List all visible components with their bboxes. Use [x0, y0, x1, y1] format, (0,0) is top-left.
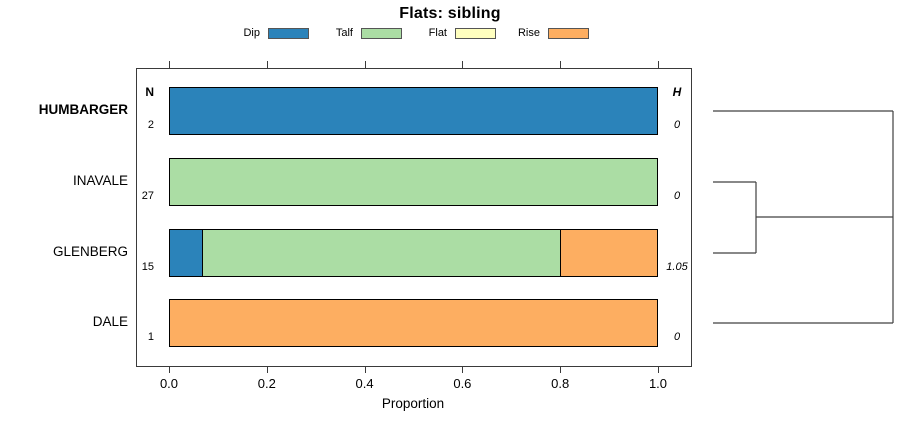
bar-segment-dip [170, 88, 657, 134]
x-tick-bottom [364, 366, 366, 373]
bar-segment-talf [202, 230, 560, 276]
h-value: 0 [673, 331, 681, 343]
x-tick-label: 0.2 [257, 376, 276, 391]
legend-label: Talf [335, 27, 353, 39]
x-tick-top [658, 61, 659, 68]
category-label-dale: DALE [92, 314, 128, 329]
bar-humbarger [169, 87, 658, 135]
n-value: 2 [147, 119, 154, 131]
bar-segment-rise [170, 300, 657, 346]
x-axis-title: Proportion [381, 396, 445, 411]
bar-glenberg [169, 229, 658, 277]
bar-inavale [169, 158, 658, 206]
n-value: 15 [141, 261, 154, 273]
bar-segment-rise [559, 230, 657, 276]
x-tick-bottom [560, 366, 562, 373]
h-column-header: H [672, 85, 682, 99]
category-label-inavale: INAVALE [72, 173, 128, 188]
legend-swatch-talf-icon [361, 27, 402, 39]
legend-item-flat: Flat [417, 26, 496, 40]
legend-swatch-flat-icon [455, 27, 496, 39]
x-tick-top [266, 61, 268, 68]
x-tick-label: 0.6 [453, 376, 472, 391]
chart-title: Flats: sibling [399, 5, 501, 22]
x-tick-top [364, 61, 366, 68]
x-tick-bottom [658, 366, 659, 373]
legend-item-dip: Dip [230, 26, 309, 40]
bar-dale [169, 299, 658, 347]
legend-swatch-rise-icon [548, 27, 589, 39]
x-tick-bottom [266, 366, 268, 373]
legend-item-rise: Rise [510, 26, 589, 40]
bar-segment-dip [170, 230, 203, 276]
n-column-header: N [145, 85, 154, 99]
category-label-humbarger: HUMBARGER [38, 102, 128, 117]
n-value: 1 [147, 331, 154, 343]
legend-item-talf: Talf [323, 26, 402, 40]
x-tick-label: 0.0 [159, 376, 179, 391]
legend-swatch-dip-icon [268, 27, 309, 39]
h-value: 0 [673, 190, 681, 202]
x-tick-label: 0.8 [551, 376, 570, 391]
x-tick-bottom [169, 366, 170, 373]
x-tick-label: 0.4 [355, 376, 374, 391]
legend-label: Flat [428, 27, 447, 39]
legend-label: Rise [517, 27, 540, 39]
h-value: 0 [673, 119, 681, 131]
legend-label: Dip [243, 27, 260, 39]
category-label-glenberg: GLENBERG [52, 244, 128, 259]
bar-segment-talf [170, 159, 657, 205]
x-tick-top [462, 61, 464, 68]
h-value: 1.05 [666, 261, 688, 273]
plot-frame [136, 68, 692, 367]
x-tick-label: 1.0 [648, 376, 668, 391]
x-tick-top [560, 61, 562, 68]
n-value: 27 [141, 190, 154, 202]
x-tick-top [169, 61, 170, 68]
x-tick-bottom [462, 366, 464, 373]
